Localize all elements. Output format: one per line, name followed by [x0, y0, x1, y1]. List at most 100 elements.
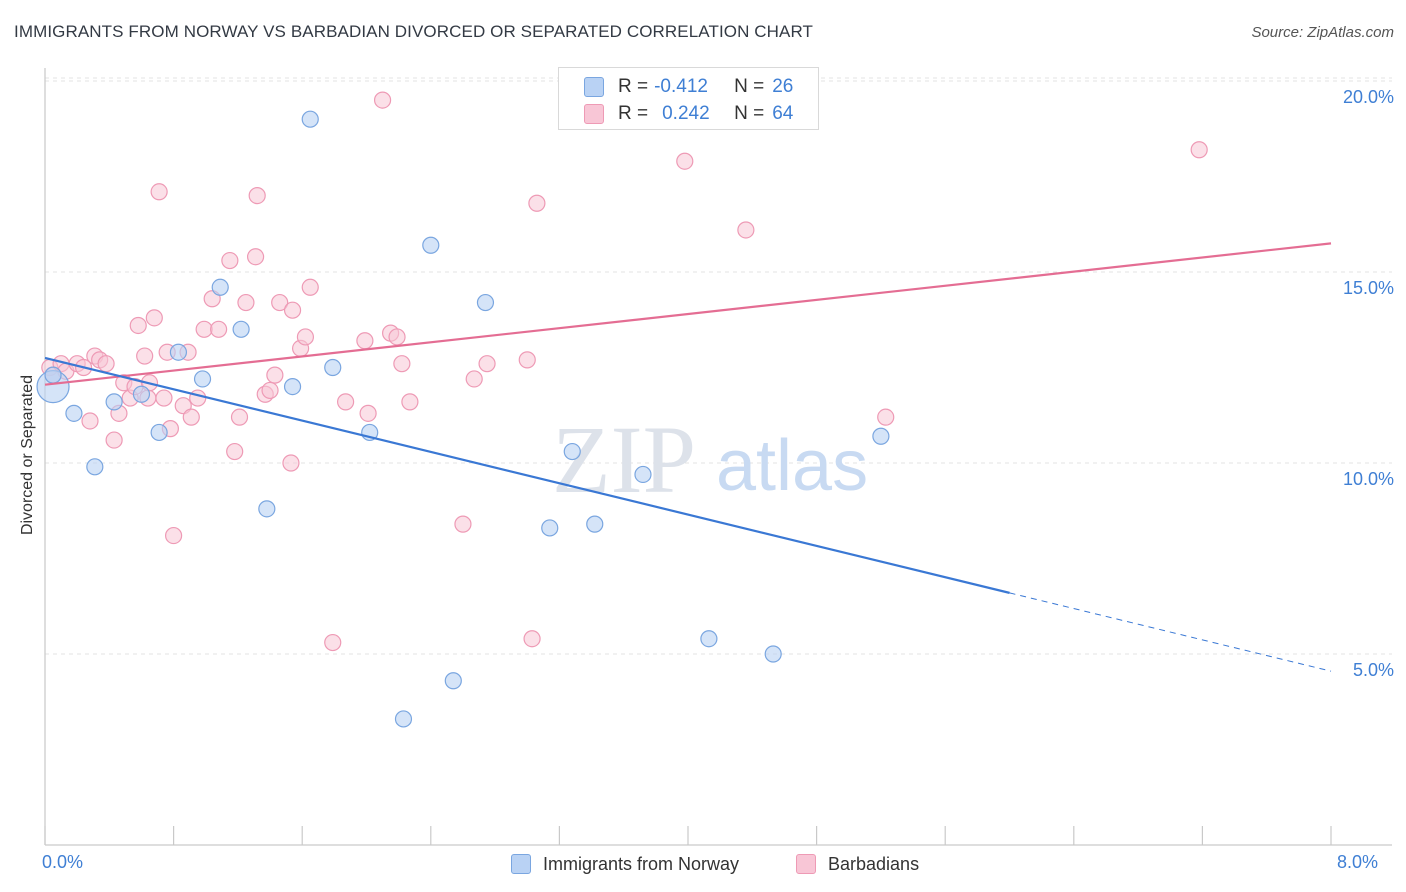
barbadian-point: [145, 309, 163, 327]
barbadian-point: [155, 389, 173, 407]
r-label: R =: [618, 76, 649, 97]
n-label: N =: [734, 103, 765, 124]
barbadian-point: [210, 320, 228, 338]
barbadian-n-value: 64: [772, 103, 794, 124]
barbadian-point: [129, 316, 147, 335]
barbadian-point: [226, 442, 244, 461]
barbadian-point: [282, 454, 300, 472]
barbadian-point: [1190, 141, 1208, 159]
barbadian-point: [528, 194, 546, 212]
legend-item-barbadian: Barbadians: [796, 852, 919, 876]
source-label: Source: ZipAtlas.com: [1251, 24, 1394, 41]
norway-point: [232, 320, 250, 338]
barbadian-point: [518, 351, 536, 369]
barbadian-point: [454, 515, 472, 533]
norway-point: [65, 404, 83, 422]
norway-point: [301, 110, 319, 128]
barbadian-point: [359, 404, 377, 422]
norway-n-value: 26: [772, 76, 794, 97]
y-tick-20: 20.0%: [1342, 87, 1394, 107]
watermark: ZIP atlas: [552, 406, 868, 513]
barbadian-point: [356, 332, 374, 350]
norway-trend-extension: [1009, 592, 1332, 672]
y-tick-15: 15.0%: [1342, 278, 1394, 298]
barbadian-point: [301, 278, 319, 296]
barbadian-point: [189, 389, 207, 407]
barbadian-point: [337, 393, 355, 411]
norway-point: [169, 343, 188, 361]
barbadian-legend-swatch: [796, 854, 816, 874]
norway-point: [193, 370, 212, 388]
axes: [44, 68, 1392, 846]
norway-point: [211, 278, 229, 296]
watermark-zip: ZIP: [552, 406, 696, 513]
barbadian-swatch: [584, 104, 604, 124]
barbadian-point: [81, 412, 99, 430]
barbadian-point: [246, 248, 265, 266]
norway-r-value: -0.412: [654, 76, 708, 97]
norway-point: [150, 423, 168, 442]
y-tick-5: 5.0%: [1352, 660, 1394, 680]
barbadian-trend-line: [44, 242, 1332, 386]
barbadian-point: [465, 370, 483, 388]
correlation-legend: R = -0.412 N = 26 R = 0.242 N = 64: [558, 67, 819, 130]
barbadian-point: [195, 320, 213, 338]
barbadian-point: [324, 633, 342, 652]
barbadian-point: [230, 408, 249, 426]
barbadian-point: [523, 630, 541, 648]
barbadian-point: [182, 408, 200, 426]
watermark-atlas: atlas: [716, 426, 868, 506]
barbadian-point: [221, 251, 239, 270]
barbadian-point: [266, 366, 284, 384]
barbadian-point: [150, 183, 168, 201]
barbadian-legend-label: Barbadians: [828, 853, 920, 874]
norway-point: [444, 672, 462, 690]
norway-point: [586, 515, 604, 533]
barbadian-point: [296, 328, 315, 346]
legend-row-barbadian: R = 0.242 N = 64: [584, 102, 793, 126]
x-tick-min: 0.0%: [42, 852, 84, 872]
norway-point: [422, 236, 440, 254]
norway-point: [258, 500, 276, 518]
barbadian-point: [248, 187, 266, 205]
norway-point: [541, 519, 559, 537]
barbadian-point: [261, 381, 279, 400]
trend-lines: [44, 242, 1332, 672]
grid-lines: [45, 77, 1392, 655]
barbadian-point: [737, 221, 755, 239]
x-tick-max: 8.0%: [1337, 852, 1379, 872]
norway-point: [764, 645, 782, 663]
norway-point: [283, 378, 302, 396]
legend-row-norway: R = -0.412 N = 26: [584, 75, 793, 99]
norway-point: [476, 293, 495, 312]
norway-point: [394, 710, 413, 728]
legend-item-norway: Immigrants from Norway: [511, 852, 739, 876]
norway-legend-swatch: [511, 854, 531, 874]
barbadian-r-value: 0.242: [662, 103, 710, 124]
norway-point: [324, 358, 342, 377]
norway-point: [105, 393, 123, 411]
norway-point: [700, 630, 718, 648]
y-tick-10: 10.0%: [1342, 469, 1394, 489]
barbadian-point: [271, 293, 289, 312]
barbadian-point: [393, 355, 411, 373]
norway-swatch: [584, 77, 604, 97]
norway-point: [872, 427, 890, 445]
norway-point: [634, 465, 652, 484]
barbadian-point: [237, 293, 255, 312]
barbadian-point: [401, 393, 419, 411]
norway-point: [44, 366, 62, 384]
barbadian-point: [478, 355, 496, 373]
barbadian-point: [676, 152, 694, 170]
chart-title: IMMIGRANTS FROM NORWAY VS BARBADIAN DIVO…: [14, 22, 814, 41]
norway-trend-line: [44, 356, 1010, 594]
norway-point: [132, 385, 151, 403]
norway-point: [563, 442, 581, 461]
barbadian-point: [105, 431, 123, 449]
barbadian-point: [373, 91, 392, 109]
barbadian-point: [388, 328, 406, 346]
norway-points: [36, 110, 890, 728]
n-label: N =: [734, 76, 765, 97]
barbadian-point: [283, 301, 302, 319]
